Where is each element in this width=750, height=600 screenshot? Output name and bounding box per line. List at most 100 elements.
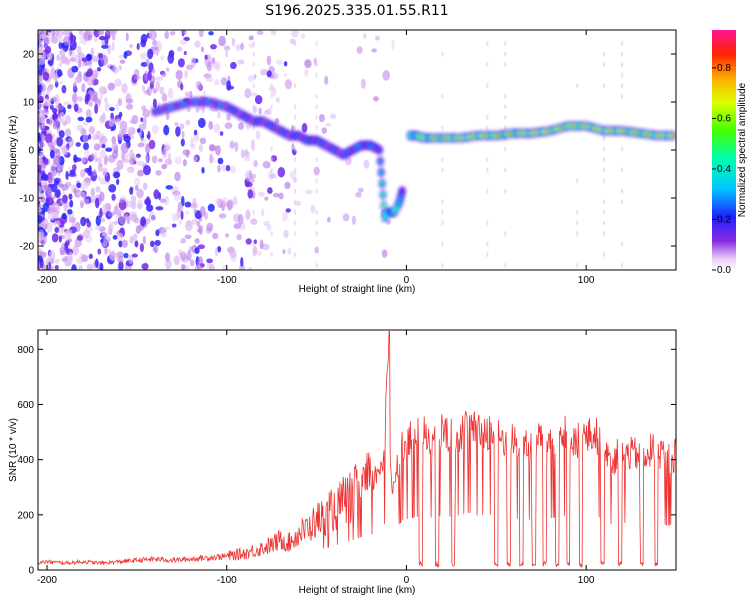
noise-blob [229,61,237,70]
noise-blob [272,192,280,198]
streak-blob [315,178,318,184]
noise-blob [180,238,186,244]
noise-blob [136,42,140,51]
x-tick-label: 100 [578,575,595,586]
noise-blob [93,37,98,42]
streak-blob [315,220,318,226]
noise-blob [163,226,170,231]
noise-blob [371,48,377,53]
noise-blob [46,197,54,206]
noise-blob [116,178,120,185]
streak-blob [486,252,489,258]
colorbar: 0.0 0.2 0.4 0.6 0.8 Normalized spectral ampl… [712,30,748,276]
noise-blob [266,55,272,66]
streak-blob [270,93,273,99]
noise-blob [103,156,108,166]
noise-blob [218,213,227,219]
noise-blob [136,188,144,199]
noise-blob [200,46,205,53]
noise-blob [115,103,119,110]
noise-blob [186,250,192,262]
colorbar-label: Normalized spectral amplitude [737,82,748,217]
noise-blob [186,220,191,227]
noise-blob [131,253,138,258]
noise-blob [88,165,92,175]
noise-blob [43,185,49,190]
noise-blob [182,149,191,156]
streak-blob [575,231,579,237]
noise-blob [240,257,244,267]
noise-blob [83,120,89,126]
noise-blob [129,235,134,244]
noise-blob [248,74,254,83]
ridge-core [380,193,386,197]
noise-blob [108,184,117,193]
streak-blob [315,167,318,173]
noise-blob [100,217,106,223]
noise-blob [154,239,161,247]
noise-blob [167,87,174,99]
noise-blob [73,103,79,112]
snr-y-label: SNR (10 * v/v) [8,418,19,482]
noise-blob [38,30,43,34]
noise-blob [277,166,286,178]
noise-blob [141,84,146,93]
noise-blob [123,51,128,59]
noise-blob [193,208,198,214]
noise-blob [155,80,160,92]
noise-blob [123,135,131,143]
noise-blob [132,233,138,241]
noise-blob [118,111,123,118]
noise-blob [121,83,128,94]
noise-blob [105,147,113,152]
streak-blob [315,262,318,268]
noise-blob [95,185,101,193]
noise-blob [162,147,168,159]
noise-blob [232,196,238,206]
noise-blob [284,79,293,90]
noise-blob [177,58,185,68]
noise-blob [47,187,52,197]
noise-blob [118,240,123,248]
streak-blob [441,199,444,205]
streak-blob [293,178,297,184]
noise-blob [174,171,181,182]
noise-blob [137,199,143,210]
noise-blob [157,158,163,163]
streak-blob [315,62,318,68]
noise-blob [219,131,224,136]
noise-blob [208,120,213,130]
noise-blob [94,103,99,115]
noise-blob [78,265,83,270]
noise-blob [206,258,214,264]
snr-x-label: Height of straight line (km) [299,585,416,596]
streak-blob [293,167,297,173]
noise-blob [223,45,231,51]
x-tick-label: 100 [578,275,595,286]
noise-blob [165,258,172,270]
y-tick-label: 20 [23,50,35,61]
noise-blob [87,77,95,86]
noise-blob [38,100,42,110]
noise-blob [175,126,181,137]
noise-blob [38,113,46,124]
noise-blob [119,120,128,132]
noise-blob [41,108,50,116]
noise-blob [53,155,62,166]
noise-blob [40,251,47,258]
noise-blob [136,128,141,133]
noise-blob [48,250,56,261]
noise-blob [125,126,133,133]
noise-blob [324,75,329,85]
noise-blob [194,247,200,255]
noise-blob [60,248,67,256]
noise-blob [179,39,187,45]
noise-blob [198,144,203,152]
noise-blob [148,211,156,222]
noise-blob [211,62,220,69]
noise-blob [301,33,306,39]
noise-blob [148,30,156,40]
snr-line [38,331,676,568]
streak-blob [602,146,606,152]
noise-blob [80,169,86,178]
